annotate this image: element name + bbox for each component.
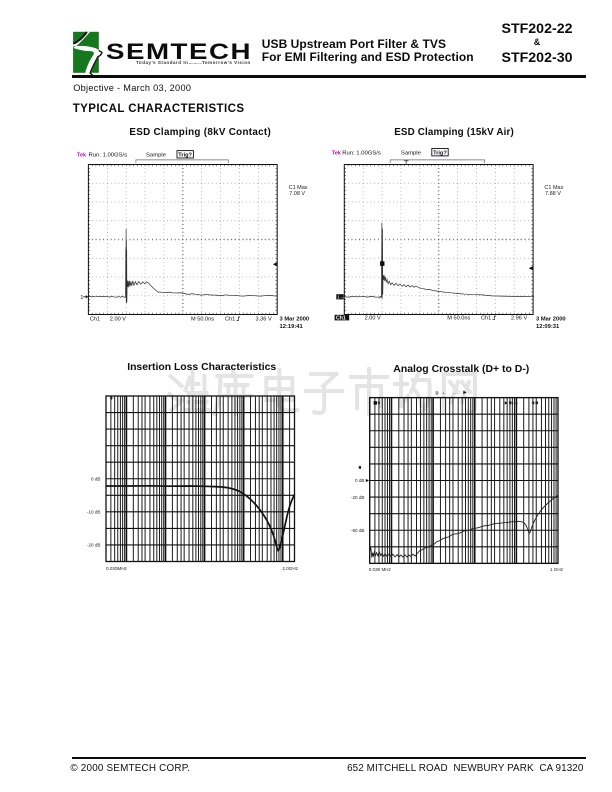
svg-text:Run: 1.00GS/s: Run: 1.00GS/s xyxy=(342,150,381,156)
svg-text:12:09:31: 12:09:31 xyxy=(536,324,560,330)
svg-text:Ch1: Ch1 xyxy=(481,316,491,322)
svg-text:Ch1: Ch1 xyxy=(336,316,346,322)
svg-text:3.36 V: 3.36 V xyxy=(256,317,272,323)
svg-text:0 dB: 0 dB xyxy=(91,476,100,481)
svg-text:Run: 1.00GS/s: Run: 1.00GS/s xyxy=(89,153,128,159)
svg-text:C1 Max: C1 Max xyxy=(544,185,563,191)
svg-text:Tek: Tek xyxy=(77,153,87,159)
svg-text:3 Mar 2000: 3 Mar 2000 xyxy=(536,316,566,322)
svg-text:Ch1: Ch1 xyxy=(90,317,100,323)
svg-text:2.00 V: 2.00 V xyxy=(110,317,126,323)
svg-text:-10 dB: -10 dB xyxy=(87,510,101,515)
svg-text:7.08 V: 7.08 V xyxy=(289,191,305,197)
svg-text:2.00 V: 2.00 V xyxy=(365,316,381,322)
svg-text:2.0GHz: 2.0GHz xyxy=(282,566,298,571)
svg-text:M 50.0ns: M 50.0ns xyxy=(447,316,470,322)
svg-text:7.88 V: 7.88 V xyxy=(545,191,561,197)
svg-text:0.030MHz: 0.030MHz xyxy=(106,566,128,571)
svg-text:1: 1 xyxy=(80,295,83,301)
svg-text:-20 dB: -20 dB xyxy=(87,543,101,548)
svg-text:Sample: Sample xyxy=(146,153,167,159)
svg-text:Sample: Sample xyxy=(401,150,422,156)
svg-text:M 50.0ns: M 50.0ns xyxy=(191,317,214,323)
svg-text:—: — xyxy=(454,391,458,395)
svg-text:Trig?: Trig? xyxy=(178,153,192,159)
svg-text:Rm: Rm xyxy=(512,401,518,405)
svg-text:D: D xyxy=(436,390,439,395)
svg-text:1→: 1→ xyxy=(337,295,344,300)
svg-text:12:19:41: 12:19:41 xyxy=(280,324,304,330)
svg-text:2.96 V: 2.96 V xyxy=(511,316,527,322)
svg-text:-20 dB: -20 dB xyxy=(351,495,365,500)
svg-text:-60 dB: -60 dB xyxy=(351,528,365,533)
svg-text:Ch1: Ch1 xyxy=(225,317,235,323)
svg-text:0.030 MHz: 0.030 MHz xyxy=(369,567,392,572)
svg-text:3 Mar 2000: 3 Mar 2000 xyxy=(280,317,310,323)
svg-text:0 dB: 0 dB xyxy=(355,478,364,483)
svg-text:+: + xyxy=(443,390,446,395)
svg-text:1 GHz: 1 GHz xyxy=(550,567,564,572)
svg-text:C1 Max: C1 Max xyxy=(289,185,308,191)
svg-text:Trig?: Trig? xyxy=(433,151,447,157)
svg-text:Tek: Tek xyxy=(332,150,342,156)
